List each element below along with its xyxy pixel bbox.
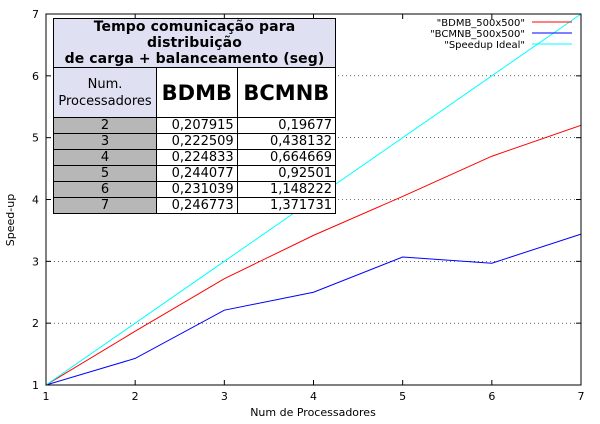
processor-count-cell: 5 (53, 165, 157, 182)
table-row: 3 0,222509 0,438132 (53, 133, 337, 150)
table-title: Tempo comunicação para distribuição de c… (53, 18, 336, 68)
series-line-1 (45, 124, 582, 386)
processor-count-header: Num. Processadores (53, 67, 157, 118)
legend-label: "BDMB_500x500" (437, 18, 525, 29)
table-title-line-1: Tempo comunicação para distribuição (93, 19, 296, 51)
processor-count-cell: 2 (53, 117, 157, 134)
x-tick-label: 2 (132, 390, 139, 403)
x-tick-label: 3 (221, 390, 228, 403)
bdmb-time-cell: 0,207915 (156, 117, 238, 134)
bdmb-time-cell: 0,222509 (156, 133, 238, 150)
x-tick-label: 4 (310, 390, 317, 403)
legend-label: "Speedup Ideal" (444, 40, 525, 51)
x-tick-label: 7 (578, 390, 585, 403)
y-tick-label: 1 (32, 379, 39, 392)
bcmnb-time-cell: 1,148222 (236, 181, 337, 198)
processor-count-cell: 4 (53, 149, 157, 166)
table-row: 7 0,246773 1,371731 (53, 197, 337, 214)
column-header-bdmb: BDMB (156, 67, 238, 118)
bcmnb-time-cell: 0,19677 (236, 117, 337, 134)
legend: "BDMB_500x500""BCMNB_500x500""Speedup Id… (430, 18, 572, 51)
bcmnb-time-cell: 0,664669 (236, 149, 337, 166)
bdmb-time-cell: 0,224833 (156, 149, 238, 166)
bcmnb-time-cell: 1,371731 (236, 197, 337, 214)
y-tick-label: 5 (32, 132, 39, 145)
communication-time-table: Tempo comunicação para distribuição de c… (53, 18, 337, 214)
table-title-row: Tempo comunicação para distribuição de c… (53, 18, 336, 68)
y-tick-label: 2 (32, 317, 39, 330)
bdmb-time-cell: 0,246773 (156, 197, 238, 214)
x-tick-label: 6 (488, 390, 495, 403)
x-axis-label: Num de Processadores (250, 406, 376, 419)
series-line-2 (45, 233, 582, 386)
table-row: 2 0,207915 0,19677 (53, 117, 337, 134)
table-row: 4 0,224833 0,664669 (53, 149, 337, 166)
bcmnb-time-cell: 0,92501 (236, 165, 337, 182)
bdmb-time-cell: 0,244077 (156, 165, 238, 182)
processor-header-line-2: Processadores (58, 93, 152, 109)
x-tick-label: 5 (399, 390, 406, 403)
x-tick-label: 1 (43, 390, 50, 403)
processor-header-line-1: Num. (87, 76, 123, 92)
table-header-row: Num. Processadores BDMB BCMNB (53, 67, 337, 118)
legend-label: "BCMNB_500x500" (430, 29, 525, 40)
processor-count-cell: 6 (53, 181, 157, 198)
table-row: 5 0,244077 0,92501 (53, 165, 337, 182)
y-tick-label: 6 (32, 70, 39, 83)
column-header-bcmnb: BCMNB (236, 67, 337, 118)
processor-count-cell: 3 (53, 133, 157, 150)
bcmnb-time-cell: 0,438132 (236, 133, 337, 150)
y-tick-label: 7 (32, 8, 39, 21)
bdmb-time-cell: 0,231039 (156, 181, 238, 198)
processor-count-cell: 7 (53, 197, 157, 214)
table-row: 6 0,231039 1,148222 (53, 181, 337, 198)
table-title-line-2: de carga + balanceamento (seg) (64, 51, 325, 67)
y-axis-label: Speed-up (4, 194, 17, 246)
y-tick-label: 3 (32, 255, 39, 268)
y-tick-label: 4 (32, 194, 39, 207)
